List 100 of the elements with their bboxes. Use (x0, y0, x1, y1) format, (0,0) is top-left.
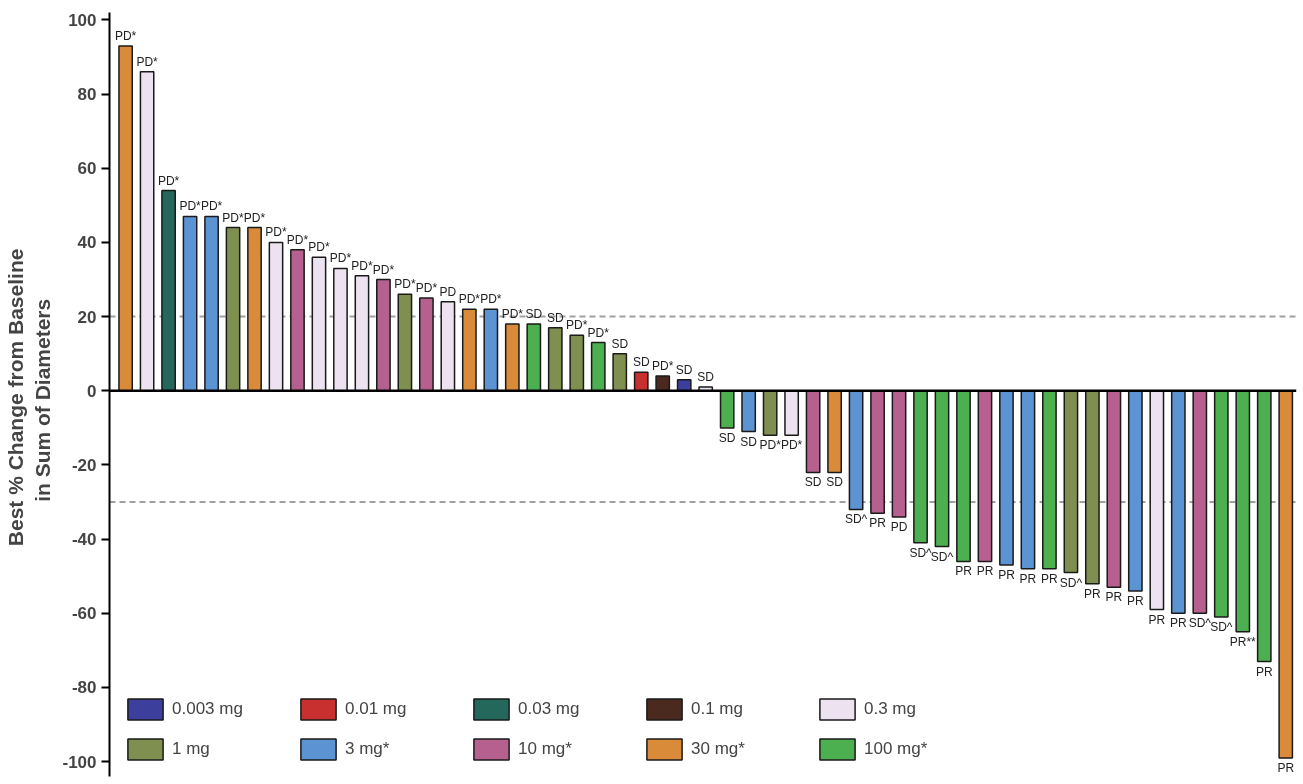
data-label: PD* (415, 281, 438, 296)
y-tick-label: 100 (68, 10, 97, 30)
data-label: PR (1084, 586, 1102, 601)
bar (827, 390, 842, 474)
data-label: PR (1127, 594, 1145, 609)
data-label: SD^ (844, 512, 868, 527)
bar (719, 390, 735, 429)
legend-label: 0.1 mg (691, 699, 744, 719)
data-label: PD* (480, 292, 502, 307)
bar (870, 390, 885, 514)
y-axis-title: Best % Change from Baseline in Sum of Diameters (3, 248, 55, 547)
data-label: PD* (759, 438, 782, 453)
bar (633, 371, 649, 392)
y-tick-label: 40 (77, 233, 97, 253)
bar (913, 390, 928, 544)
data-label: PD* (566, 318, 588, 333)
bar (762, 390, 778, 437)
bar (397, 293, 413, 392)
bar (333, 267, 348, 392)
bar (1127, 390, 1143, 592)
bar (1278, 390, 1294, 759)
bar (1256, 390, 1272, 663)
data-label: PD* (200, 199, 223, 214)
bar (376, 278, 391, 392)
y-tick-label: 20 (77, 307, 97, 327)
bar (440, 301, 456, 392)
data-label: PR (955, 564, 973, 579)
data-label: SD (546, 310, 564, 325)
data-label: PD* (501, 307, 524, 322)
bar (247, 226, 262, 392)
data-label: SD (697, 370, 715, 385)
data-label: SD (675, 362, 693, 377)
y-tick-label: -40 (71, 530, 97, 550)
data-label: PR (1105, 590, 1123, 605)
bar (526, 323, 542, 392)
data-label: PD (439, 284, 457, 299)
bar (934, 390, 950, 548)
bar (118, 45, 134, 392)
bar (504, 323, 520, 392)
bar (741, 390, 757, 433)
bar (461, 308, 477, 392)
data-label: PD* (136, 54, 159, 69)
bar (1063, 390, 1079, 574)
data-label: PD* (243, 210, 266, 225)
data-label: PD* (458, 292, 481, 307)
data-label: PR (869, 516, 887, 531)
bar (977, 390, 993, 563)
bar (1213, 390, 1229, 618)
data-label: SD^ (1188, 616, 1212, 631)
bar (590, 341, 606, 392)
bar (139, 71, 155, 392)
legend-label: 0.3 mg (864, 699, 917, 719)
bar (1106, 390, 1122, 589)
data-label: SD (632, 355, 650, 370)
legend-label: 100 mg* (864, 739, 929, 759)
bar (891, 390, 907, 518)
bar (956, 390, 971, 563)
bar (1042, 390, 1057, 570)
bar (1192, 390, 1208, 615)
data-label: PR** (1229, 634, 1257, 649)
bar (848, 390, 864, 511)
y-tick-label: 0 (87, 381, 97, 401)
data-label: SD (804, 475, 822, 490)
data-label: SD^ (1210, 620, 1233, 635)
legend-label: 10 mg* (518, 739, 573, 759)
data-label: SD (611, 336, 629, 351)
bar (547, 326, 563, 392)
data-label: PR (1170, 616, 1188, 631)
bar (418, 297, 434, 392)
legend-label: 1 mg (172, 739, 211, 759)
y-tick-label: -60 (71, 604, 97, 624)
bar (805, 390, 821, 474)
data-label: PD* (351, 258, 373, 273)
data-label: PD* (222, 210, 245, 225)
data-label: PR (1277, 760, 1295, 775)
y-tick-label: 80 (77, 85, 97, 105)
bar (354, 275, 370, 392)
data-label: PD* (652, 358, 674, 373)
legend-label: 0.01 mg (345, 699, 408, 719)
data-label: PD* (157, 173, 180, 188)
data-label: PD* (372, 262, 395, 277)
data-label: PR (998, 568, 1016, 583)
legend-label: 0.003 mg (172, 699, 244, 719)
bar (225, 226, 241, 392)
bar (1149, 390, 1165, 611)
data-label: PR (1041, 571, 1059, 586)
data-label: PD* (780, 438, 803, 453)
bar (1084, 390, 1100, 585)
data-label: PD* (179, 199, 202, 214)
data-label: PD* (394, 277, 416, 292)
data-label: SD (826, 475, 844, 490)
data-label: PR (1019, 571, 1037, 586)
data-label: SD (525, 307, 543, 322)
data-label: PD* (587, 325, 610, 340)
bar (999, 390, 1014, 566)
bar (182, 215, 198, 392)
data-label: SD (740, 434, 758, 449)
data-label: SD^ (930, 549, 954, 564)
y-tick-label: 60 (77, 159, 97, 179)
bar (161, 189, 176, 392)
